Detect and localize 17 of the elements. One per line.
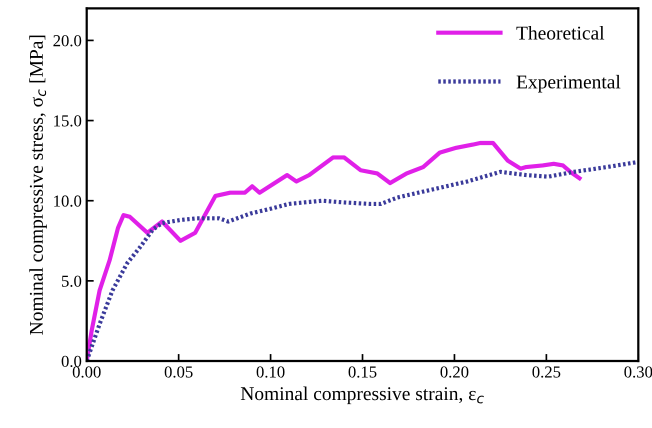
y-tick-label: 10.0: [54, 195, 82, 207]
x-tick-label: 0.15: [348, 366, 376, 378]
x-tick-label: 0.05: [164, 366, 193, 378]
x-tick-label: 0.30: [624, 366, 652, 378]
legend-label: Theoretical: [516, 26, 604, 40]
legend-label: Experimental: [516, 74, 620, 92]
line-series: [86, 140, 582, 362]
y-tick-label: 5.0: [62, 276, 82, 287]
x-axis-title: Nominal compressive strain, ε$_{c}$: [240, 386, 484, 404]
x-tick-label: 0.25: [532, 366, 560, 378]
y-tick-label: 0.0: [62, 356, 82, 368]
y-tick-label: 15.0: [54, 115, 82, 127]
x-tick-label: 0.10: [256, 366, 285, 378]
y-axis-title: Nominal compressive stress, σ$_{c}$ [MPa]: [29, 36, 47, 335]
y-tick-label: 20.0: [53, 35, 82, 46]
x-tick-label: 0.00: [72, 366, 101, 378]
x-tick-label: 0.20: [440, 366, 468, 378]
